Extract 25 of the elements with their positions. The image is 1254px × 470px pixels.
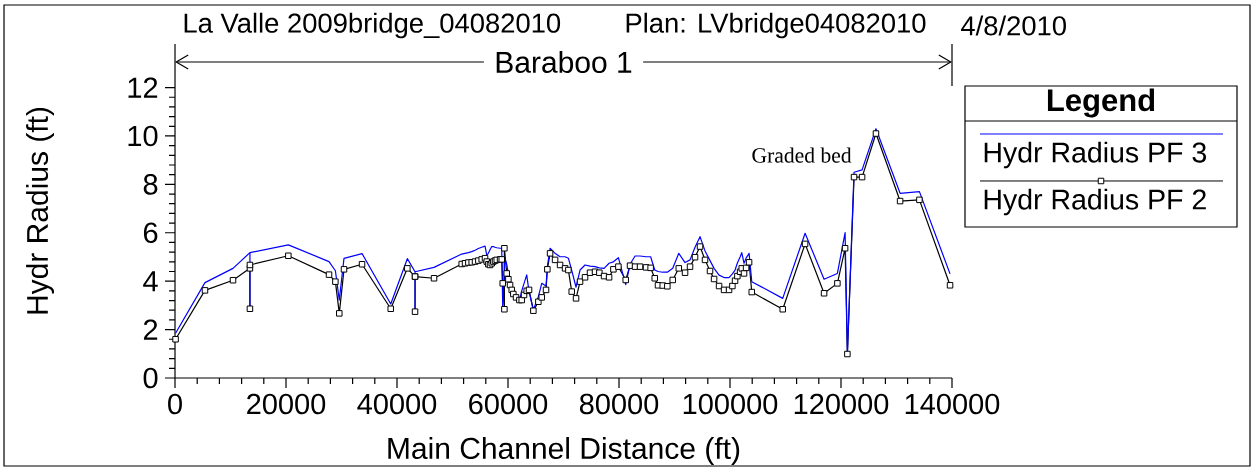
x-tick-label: 60000 [469,393,548,415]
annotation: Graded bed [752,147,852,163]
x-tick-label: 140000 [905,393,1000,415]
y-tick-label: 10 [128,125,158,147]
x-tick-label: 40000 [357,393,437,415]
x-tick-label: 100000 [683,393,778,415]
x-tick-label: 120000 [794,393,889,415]
chart-title: La Valle 2009bridge_04082010 [184,12,561,39]
text: 4/8/2010 [961,15,1066,36]
text: Hydr Radius PF 3 [984,141,1207,169]
y-axis-title: Hydr Radius (ft) [26,107,55,314]
x-axis-title: Main Channel Distance (ft) [388,437,740,465]
y-tick-label: 2 [143,319,158,340]
x-tick-label: 0 [168,393,182,415]
y-tick-label: 8 [143,174,158,195]
y-tick-label: 4 [143,271,158,292]
legend-title: Legend [1047,88,1155,118]
y-tick-label: 6 [143,222,158,244]
x-tick-label: 20000 [247,393,326,415]
legend-label: Hydr Radius PF 2 [984,188,1206,216]
text: Plan: LVbridge04082010 [626,12,926,39]
y-tick-label: 12 [128,77,158,98]
y-tick-label: 0 [143,367,158,389]
annotation: Baraboo 1 [496,50,632,73]
x-tick-label: 80000 [579,393,659,415]
